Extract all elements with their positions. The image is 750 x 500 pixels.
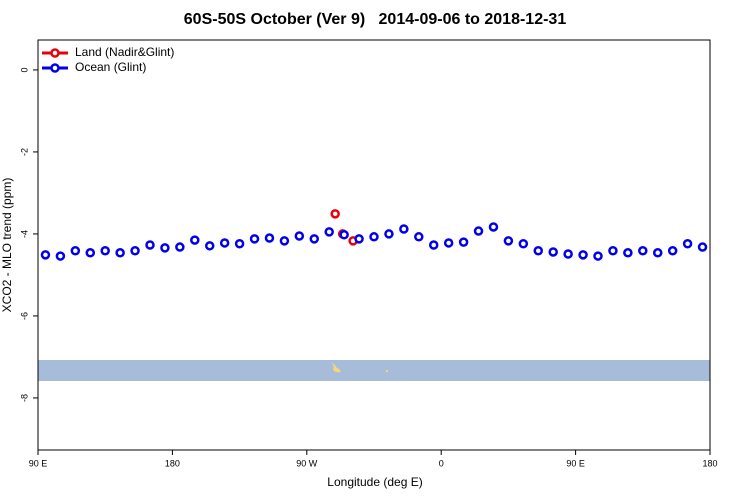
marker <box>70 245 81 256</box>
marker <box>175 242 185 252</box>
marker <box>234 239 245 249</box>
y-axis-title: XCO2 - MLO trend (ppm) <box>0 178 14 313</box>
marker <box>369 232 379 242</box>
marker <box>339 230 349 240</box>
marker <box>279 236 290 246</box>
marker <box>324 227 334 237</box>
marker <box>458 237 469 247</box>
land-shape <box>331 362 341 373</box>
marker <box>443 238 454 248</box>
marker <box>85 248 96 258</box>
marker <box>697 242 708 252</box>
x-tick-label: 0 <box>439 458 444 468</box>
legend-marker <box>50 63 60 73</box>
marker <box>563 249 573 259</box>
marker <box>264 233 275 243</box>
marker <box>652 248 663 258</box>
y-tick-label: -2 <box>19 148 29 156</box>
plot-frame <box>37 39 711 451</box>
land-shape <box>386 370 388 372</box>
marker <box>190 235 200 245</box>
x-tick-label: 90 E <box>566 458 585 468</box>
marker <box>384 229 394 239</box>
chart-title: 60S-50S October (Ver 9) 2014-09-06 to 20… <box>184 11 567 28</box>
y-tick-label: -4 <box>19 230 29 238</box>
marker <box>473 226 484 236</box>
legend-label: Land (Nadir&Glint) <box>75 45 174 59</box>
marker <box>40 250 51 260</box>
x-axis-title: Longitude (deg E) <box>327 475 422 489</box>
y-tick-label: -6 <box>19 312 29 320</box>
marker <box>518 239 529 249</box>
marker <box>533 245 544 256</box>
marker <box>623 248 633 258</box>
marker <box>682 239 693 249</box>
y-tick-label: 0 <box>19 67 29 72</box>
marker <box>593 251 603 261</box>
marker <box>638 245 648 256</box>
marker <box>145 240 155 250</box>
marker <box>330 209 340 219</box>
marker <box>667 245 678 256</box>
x-tick-label: 90 E <box>29 458 48 468</box>
marker <box>488 222 499 232</box>
marker <box>219 238 230 248</box>
x-tick-label: 90 W <box>296 458 318 468</box>
marker <box>414 232 424 242</box>
marker <box>55 251 66 261</box>
marker <box>428 240 439 250</box>
x-tick-label: 180 <box>165 458 180 468</box>
marker <box>115 248 125 258</box>
legend-marker <box>50 48 60 58</box>
marker <box>399 224 409 234</box>
marker <box>608 245 618 256</box>
marker <box>548 247 558 257</box>
marker <box>578 250 588 260</box>
marker <box>130 245 140 256</box>
marker <box>503 236 514 246</box>
marker <box>294 231 305 241</box>
marker <box>309 234 320 244</box>
y-tick-label: -8 <box>19 394 29 402</box>
marker <box>249 234 260 244</box>
legend-label: Ocean (Glint) <box>75 60 146 74</box>
marker <box>204 241 215 251</box>
map-strip <box>38 360 710 381</box>
x-tick-label: 180 <box>702 458 717 468</box>
marker <box>100 245 110 256</box>
marker <box>160 243 170 253</box>
marker <box>354 234 364 244</box>
